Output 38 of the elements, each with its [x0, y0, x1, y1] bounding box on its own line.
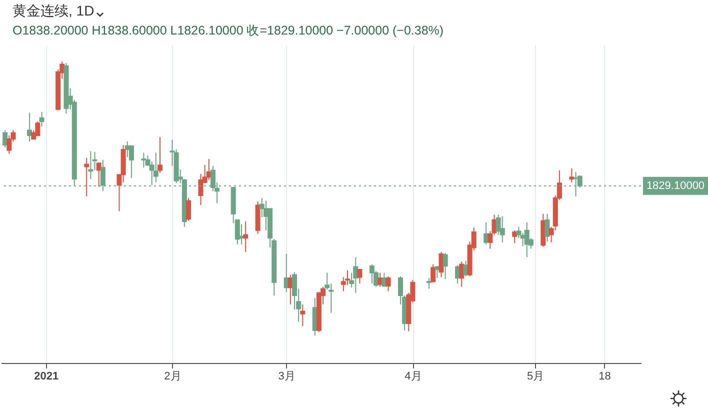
candlestick	[2, 130, 8, 148]
candlestick	[153, 152, 158, 183]
x-tick-label: 5月	[526, 370, 544, 382]
candlestick	[39, 111, 44, 128]
candlestick	[186, 197, 192, 222]
candlestick	[430, 264, 436, 283]
candlestick	[88, 150, 94, 180]
candlestick	[442, 252, 448, 280]
candlestick	[369, 264, 374, 284]
text: 1829.10000	[646, 180, 705, 192]
candlestick	[524, 222, 530, 258]
candlestick	[544, 213, 550, 242]
x-tick-label: 3月	[278, 370, 296, 382]
x-tick-label: 18	[598, 370, 611, 382]
candlestick	[243, 221, 248, 252]
candlestick	[512, 230, 518, 244]
candlestick	[463, 260, 468, 277]
candlestick	[157, 136, 162, 174]
candlestick	[141, 152, 146, 168]
candlestick	[386, 276, 391, 292]
candlestick	[35, 120, 40, 136]
candlestick	[84, 157, 90, 197]
candlestick	[382, 272, 387, 288]
candlestick	[357, 269, 362, 284]
chart-title: 黄金连续, 1D	[12, 2, 94, 18]
candlestick	[500, 216, 505, 243]
candlestick	[569, 168, 574, 183]
candlestick	[6, 134, 12, 154]
candlestick	[198, 173, 204, 206]
candlestick	[96, 162, 102, 188]
x-tick-label: 2021	[34, 370, 59, 382]
candlestick	[128, 145, 134, 178]
x-tick-label: 2月	[164, 370, 182, 382]
candlestick	[300, 304, 306, 326]
candlestick	[328, 283, 334, 314]
chart-subtitle: O1838.20000 H1838.60000 L1826.10000 收=1829.10000 −7.00000 (−0.38%)	[12, 24, 444, 38]
x-tick-label: 4月	[404, 370, 422, 382]
candlestick	[426, 278, 432, 290]
